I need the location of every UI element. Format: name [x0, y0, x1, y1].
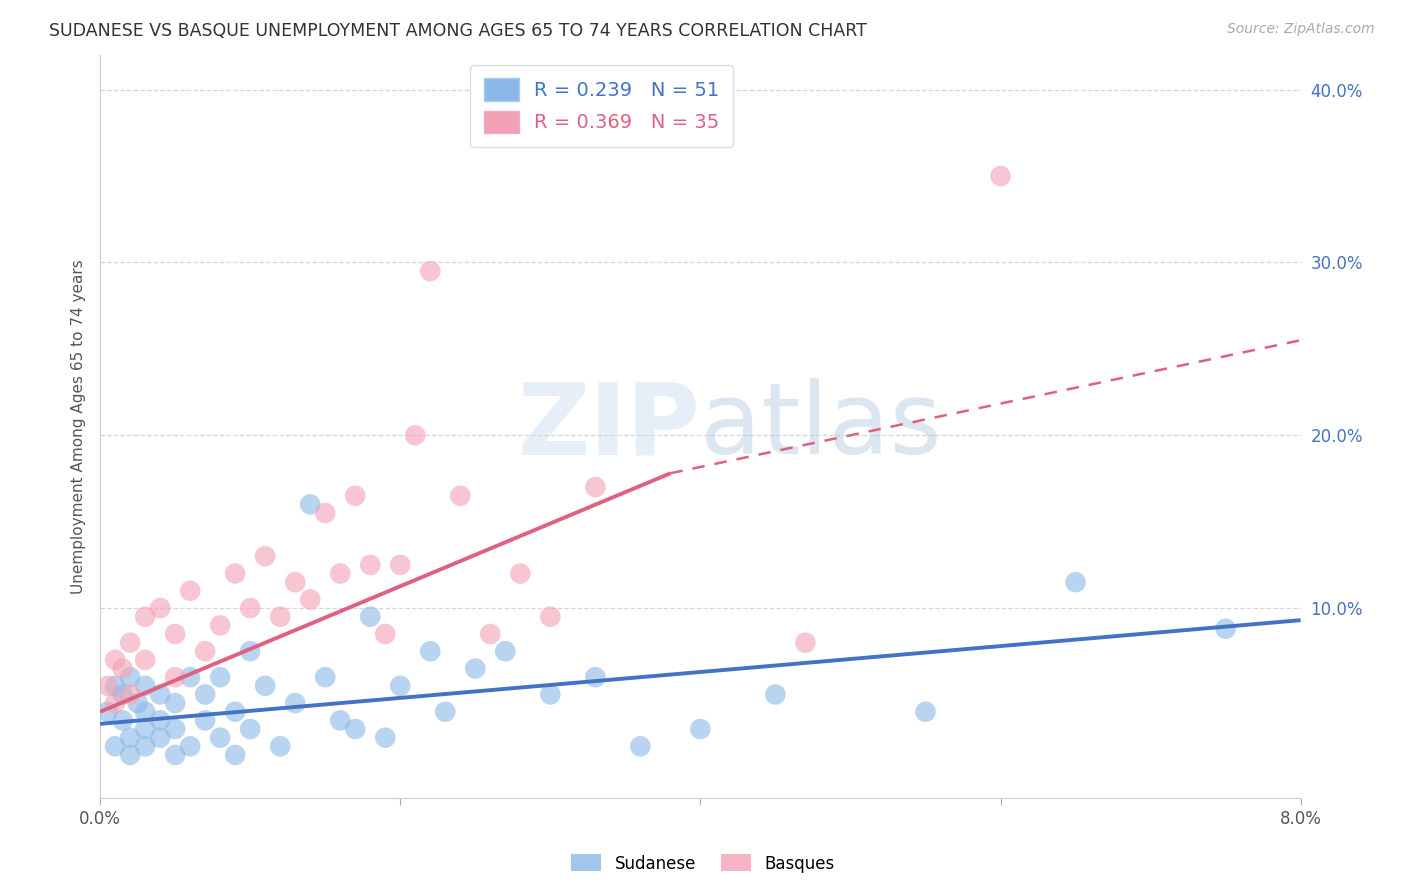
Point — [165, 722, 187, 736]
Point — [149, 714, 172, 728]
Point — [583, 480, 606, 494]
Point — [284, 696, 307, 710]
Y-axis label: Unemployment Among Ages 65 to 74 years: Unemployment Among Ages 65 to 74 years — [72, 260, 86, 594]
Point — [120, 747, 142, 762]
Point — [419, 644, 441, 658]
Point — [538, 688, 561, 702]
Point — [120, 670, 142, 684]
Point — [134, 609, 156, 624]
Point — [374, 731, 396, 745]
Point — [538, 609, 561, 624]
Point — [104, 696, 127, 710]
Point — [97, 679, 120, 693]
Point — [97, 705, 120, 719]
Point — [583, 670, 606, 684]
Point — [239, 601, 262, 615]
Point — [344, 489, 367, 503]
Point — [224, 747, 246, 762]
Point — [299, 592, 322, 607]
Point — [165, 670, 187, 684]
Point — [254, 549, 277, 564]
Point — [134, 679, 156, 693]
Point — [224, 566, 246, 581]
Point — [134, 705, 156, 719]
Point — [344, 722, 367, 736]
Point — [329, 566, 352, 581]
Point — [134, 653, 156, 667]
Point — [359, 558, 381, 572]
Point — [209, 670, 232, 684]
Point — [239, 722, 262, 736]
Text: atlas: atlas — [700, 378, 942, 475]
Point — [194, 714, 217, 728]
Point — [194, 644, 217, 658]
Point — [509, 566, 531, 581]
Point — [389, 558, 412, 572]
Point — [284, 575, 307, 590]
Point — [239, 644, 262, 658]
Point — [194, 688, 217, 702]
Point — [179, 583, 201, 598]
Point — [389, 679, 412, 693]
Point — [149, 731, 172, 745]
Point — [765, 688, 787, 702]
Point — [120, 688, 142, 702]
Point — [1064, 575, 1087, 590]
Point — [404, 428, 426, 442]
Point — [299, 497, 322, 511]
Point — [179, 670, 201, 684]
Point — [269, 609, 291, 624]
Point — [464, 661, 486, 675]
Point — [104, 653, 127, 667]
Text: Source: ZipAtlas.com: Source: ZipAtlas.com — [1227, 22, 1375, 37]
Point — [134, 722, 156, 736]
Point — [329, 714, 352, 728]
Point — [794, 635, 817, 649]
Point — [149, 601, 172, 615]
Point — [111, 661, 134, 675]
Point — [1215, 622, 1237, 636]
Point — [224, 705, 246, 719]
Point — [359, 609, 381, 624]
Point — [134, 739, 156, 754]
Text: ZIP: ZIP — [517, 378, 700, 475]
Point — [165, 747, 187, 762]
Point — [111, 714, 134, 728]
Legend: R = 0.239   N = 51, R = 0.369   N = 35: R = 0.239 N = 51, R = 0.369 N = 35 — [470, 65, 733, 146]
Point — [209, 731, 232, 745]
Point — [449, 489, 471, 503]
Point — [104, 679, 127, 693]
Point — [914, 705, 936, 719]
Point — [628, 739, 651, 754]
Point — [127, 696, 149, 710]
Point — [419, 264, 441, 278]
Point — [254, 679, 277, 693]
Legend: Sudanese, Basques: Sudanese, Basques — [565, 847, 841, 880]
Point — [689, 722, 711, 736]
Point — [111, 688, 134, 702]
Point — [165, 696, 187, 710]
Point — [179, 739, 201, 754]
Point — [120, 731, 142, 745]
Point — [120, 635, 142, 649]
Point — [209, 618, 232, 632]
Point — [149, 688, 172, 702]
Point — [104, 739, 127, 754]
Point — [314, 670, 336, 684]
Point — [990, 169, 1012, 183]
Point — [165, 627, 187, 641]
Point — [479, 627, 502, 641]
Point — [434, 705, 457, 719]
Point — [374, 627, 396, 641]
Point — [314, 506, 336, 520]
Point — [494, 644, 516, 658]
Text: SUDANESE VS BASQUE UNEMPLOYMENT AMONG AGES 65 TO 74 YEARS CORRELATION CHART: SUDANESE VS BASQUE UNEMPLOYMENT AMONG AG… — [49, 22, 868, 40]
Point — [269, 739, 291, 754]
